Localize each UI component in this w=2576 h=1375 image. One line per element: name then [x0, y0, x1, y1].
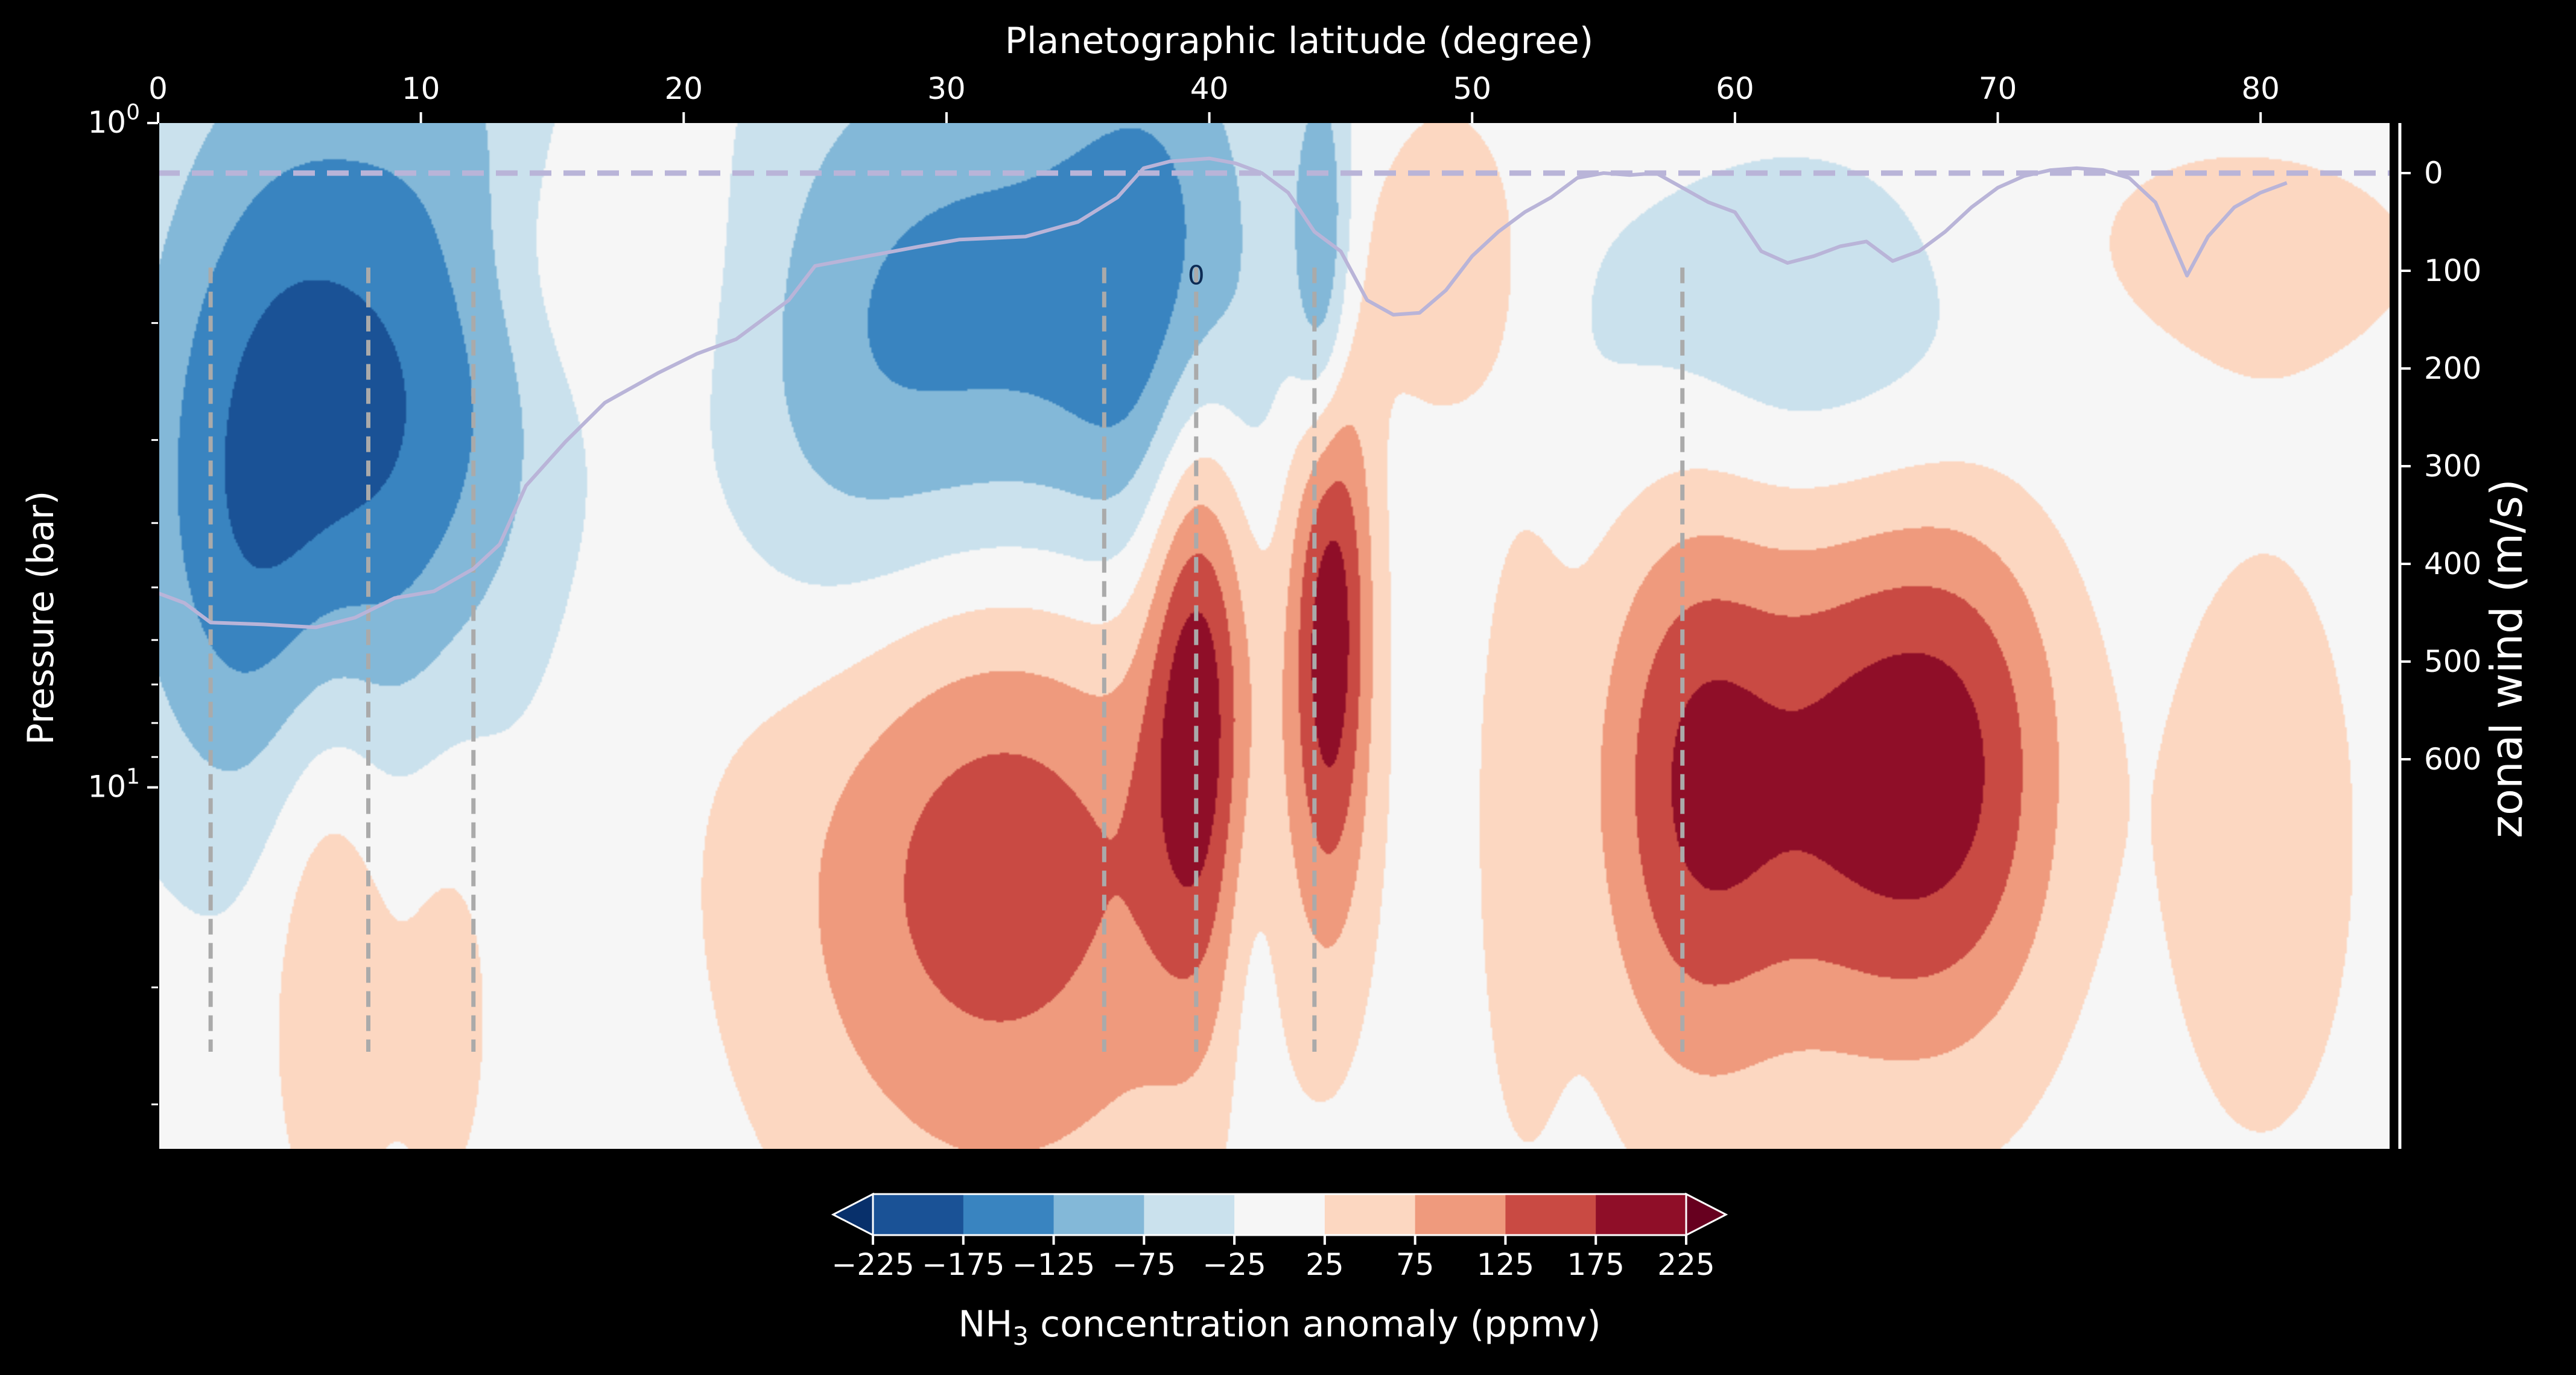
top-tick-label: 70: [1979, 71, 2017, 106]
colorbar-tick-label: −25: [1202, 1247, 1266, 1282]
top-tick-label: 20: [664, 71, 703, 106]
colorbar-segment: [1324, 1194, 1416, 1235]
colorbar-segment: [963, 1194, 1055, 1235]
colorbar-segment: [1596, 1194, 1687, 1235]
right-tick-label: 500: [2424, 644, 2481, 679]
top-axis-title: Planetographic latitude (degree): [1005, 20, 1594, 62]
colorbar-tick-label: 225: [1657, 1247, 1715, 1282]
top-tick-label: 10: [402, 71, 440, 106]
colorbar-tick-label: −225: [831, 1247, 914, 1282]
colorbar-tick-label: 125: [1477, 1247, 1534, 1282]
zonal-wind-line: [157, 156, 2288, 630]
colorbar-tick-label: −125: [1012, 1247, 1095, 1282]
colorbar-tick-label: −75: [1112, 1247, 1176, 1282]
right-tick-label: 200: [2424, 351, 2481, 386]
colorbar-label-prefix: NH: [958, 1303, 1012, 1345]
colorbar-segment: [1234, 1194, 1325, 1235]
colorbar-segment: [873, 1194, 964, 1235]
colorbar-tick-label: 25: [1305, 1247, 1344, 1282]
colorbar-label-suffix: concentration anomaly (ppmv): [1029, 1303, 1601, 1345]
right-tick-label: 600: [2424, 742, 2481, 777]
plot-area: 0: [157, 123, 2392, 1149]
top-tick-label: 60: [1716, 71, 1754, 106]
right-tick-label: 300: [2424, 449, 2481, 484]
colorbar-tick-label: −175: [922, 1247, 1004, 1282]
top-tick-label: 0: [148, 71, 168, 106]
axes: 0 10 20 30 40 50 60 70 8010010101002003004005006…: [87, 71, 2481, 1149]
colorbar-label: NH3 concentration anomaly (ppmv): [958, 1303, 1600, 1351]
right-axis-title: zonal wind (m/s): [2481, 479, 2532, 838]
colorbar-segment: [1415, 1194, 1506, 1235]
contour-marker-label: 0: [1188, 261, 1205, 291]
colorbar-segment: [1144, 1194, 1235, 1235]
marker-lines: 0: [208, 261, 1685, 1052]
right-tick-label: 100: [2424, 253, 2481, 288]
zonal-wind-overlay: [157, 156, 2392, 630]
colorbar-frame: [872, 1193, 1687, 1236]
right-tick-label: 0: [2424, 156, 2443, 191]
top-tick-label: 40: [1190, 71, 1229, 106]
colorbar-tick-label: 175: [1567, 1247, 1625, 1282]
colorbar-tick-label: 75: [1396, 1247, 1435, 1282]
top-tick-label: 30: [927, 71, 966, 106]
colorbar-segment: [1505, 1194, 1596, 1235]
left-axis-title: Pressure (bar): [20, 491, 62, 745]
top-tick-label: 50: [1453, 71, 1491, 106]
left-tick-label: 101: [87, 765, 140, 804]
top-tick-label: 80: [2241, 71, 2280, 106]
right-tick-label: 400: [2424, 546, 2481, 581]
right-spine: [2390, 123, 2396, 1149]
anomaly-heatmap: [158, 123, 2392, 1149]
colorbar-segment: [1053, 1194, 1144, 1235]
left-tick-label: 100: [87, 100, 140, 140]
colorbar: −225 −175 −125 −75 −25 25 75 125 175 225: [831, 1192, 1728, 1282]
colorbar-label-subscript: 3: [1012, 1321, 1029, 1351]
